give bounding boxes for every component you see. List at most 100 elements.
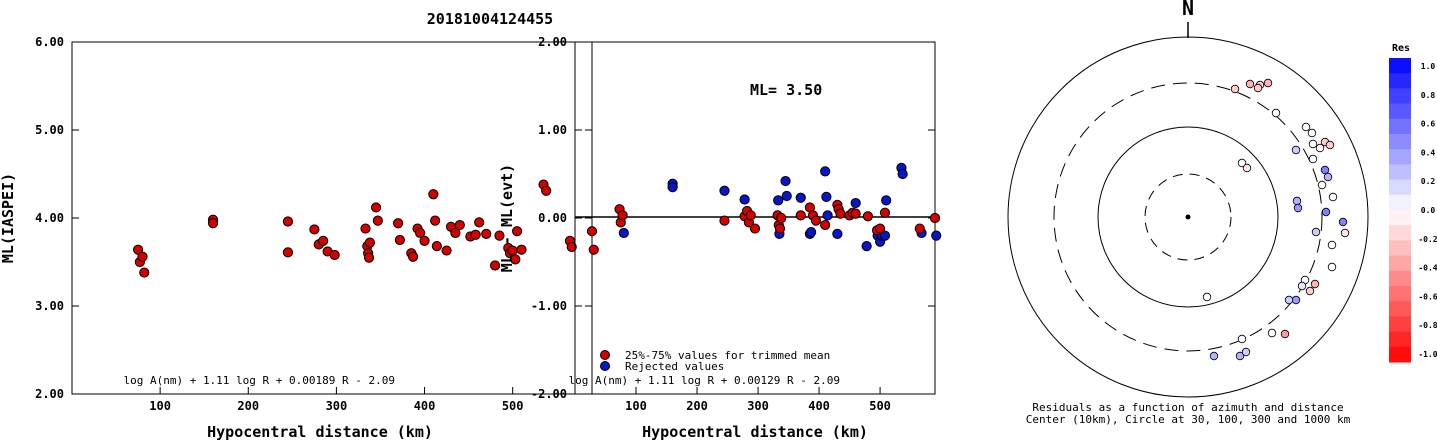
legend: 25%-75% values for trimmed mean Rejected… [600,349,830,373]
left-point [207,218,219,229]
left-point [407,251,419,262]
colorbar-swatch [1389,225,1411,241]
accepted-point [820,219,831,231]
left-point [489,260,501,271]
left-point [474,217,485,228]
left-y-tick-label: 5.00 [35,123,64,137]
colorbar-tick-label: 0.4 [1421,148,1436,157]
colorbar-swatch [1389,346,1411,363]
left-point [139,267,150,278]
left-x-tick-label: 100 [149,399,171,413]
station-point [1237,334,1247,344]
colorbar-tick-label: 0.6 [1421,120,1436,129]
left-point [516,244,527,255]
rejected-point [820,166,831,177]
colorbar-title: Res [1392,43,1410,54]
station-point [1242,163,1252,173]
colorbar-swatch [1389,58,1411,74]
station-point [1321,207,1331,217]
station-point [1323,172,1333,182]
station-point [1301,122,1311,132]
station-residual-points [1202,78,1350,361]
station-point [1263,78,1273,88]
middle-y-ticks: -2.00 -1.00 0.00 1.00 2.00 [531,35,935,401]
accepted-point [879,207,891,218]
ml-iaspei-panel: 100 200 300 400 500 2.00 3.00 4.00 5.00 6.00 log… [0,35,599,441]
left-point [494,230,505,241]
accepted-point [795,210,806,221]
ring-1000km [1007,36,1369,398]
left-y-tick-label: 4.00 [35,211,64,225]
colorbar-tick-label: -0.4 [1418,264,1437,273]
left-y-ticks: 2.00 3.00 4.00 5.00 6.00 [35,35,592,401]
station-point [1317,180,1327,190]
left-point [541,185,552,196]
left-point [428,189,439,200]
left-point [370,202,382,213]
left-point [372,215,383,226]
station-point [1271,108,1281,118]
ring-300km [1053,82,1323,352]
left-point [393,218,404,229]
left-point [510,254,521,265]
ml-value-annotation: ML= 3.50 [750,81,822,99]
station-point [1291,295,1301,305]
left-point [394,234,405,246]
station-point [1253,83,1263,93]
station-point [1297,281,1307,291]
accepted-point [617,210,628,221]
left-point [282,216,294,227]
colorbar-tick-label: 0.8 [1421,91,1436,100]
rejected-point [667,182,678,193]
left-point [450,227,461,239]
left-x-axis-label: Hypocentral distance (km) [207,423,433,441]
station-point [1308,139,1318,149]
colorbar-swatch [1389,73,1411,89]
left-point [431,241,442,252]
station-point [1311,227,1321,237]
colorbar-swatch [1389,103,1411,120]
middle-y-tick-label: -1.00 [531,299,567,313]
rejected-point [879,230,891,241]
ml-residual-panel: 100 200 300 400 500 -2.00 -1.00 0.00 1.00 2.00 M… [498,35,942,441]
station-point [1284,295,1294,305]
colorbar-swatch [1389,331,1411,348]
station-point [1305,286,1315,296]
rejected-point [832,228,843,239]
figure-title: 20181004124455 [427,10,553,28]
left-point [419,235,430,246]
colorbar-tick-label: 0.0 [1421,206,1436,215]
rejected-point [897,168,908,180]
left-x-tick-label: 200 [237,399,259,413]
station-point [1280,329,1290,339]
middle-data-points [614,162,942,252]
colorbar-swatch [1389,179,1411,196]
middle-x-ticks: 100 200 300 400 500 [625,387,891,413]
station-point [1308,154,1318,164]
station-point [1340,228,1350,238]
station-point [1292,196,1302,206]
left-point [454,219,465,231]
rejected-point [821,191,832,202]
middle-x-tick-label: 100 [625,399,647,413]
left-point [470,229,481,240]
station-point [1245,79,1255,89]
left-x-tick-label: 400 [414,399,436,413]
middle-x-tick-label: 300 [747,399,769,413]
ring-30km [1144,173,1232,261]
colorbar-swatch [1389,118,1411,135]
colorbar-swatch [1389,286,1411,302]
rejected-point [850,197,861,209]
polar-caption-line2: Center (10km), Circle at 30, 100, 300 an… [1026,413,1351,426]
azimuth-residual-panel: N Residuals as a function of azimuth and… [1007,0,1369,426]
station-point [1320,165,1330,175]
accepted-point [929,212,941,224]
accepted-point [719,215,730,226]
colorbar-tick-label: 1.0 [1421,62,1436,71]
rejected-point [806,226,817,238]
colorbar-swatch [1389,270,1411,287]
colorbar-swatch [1389,88,1411,105]
station-point [1328,192,1338,202]
station-point [1327,240,1337,250]
station-point [1307,128,1317,138]
